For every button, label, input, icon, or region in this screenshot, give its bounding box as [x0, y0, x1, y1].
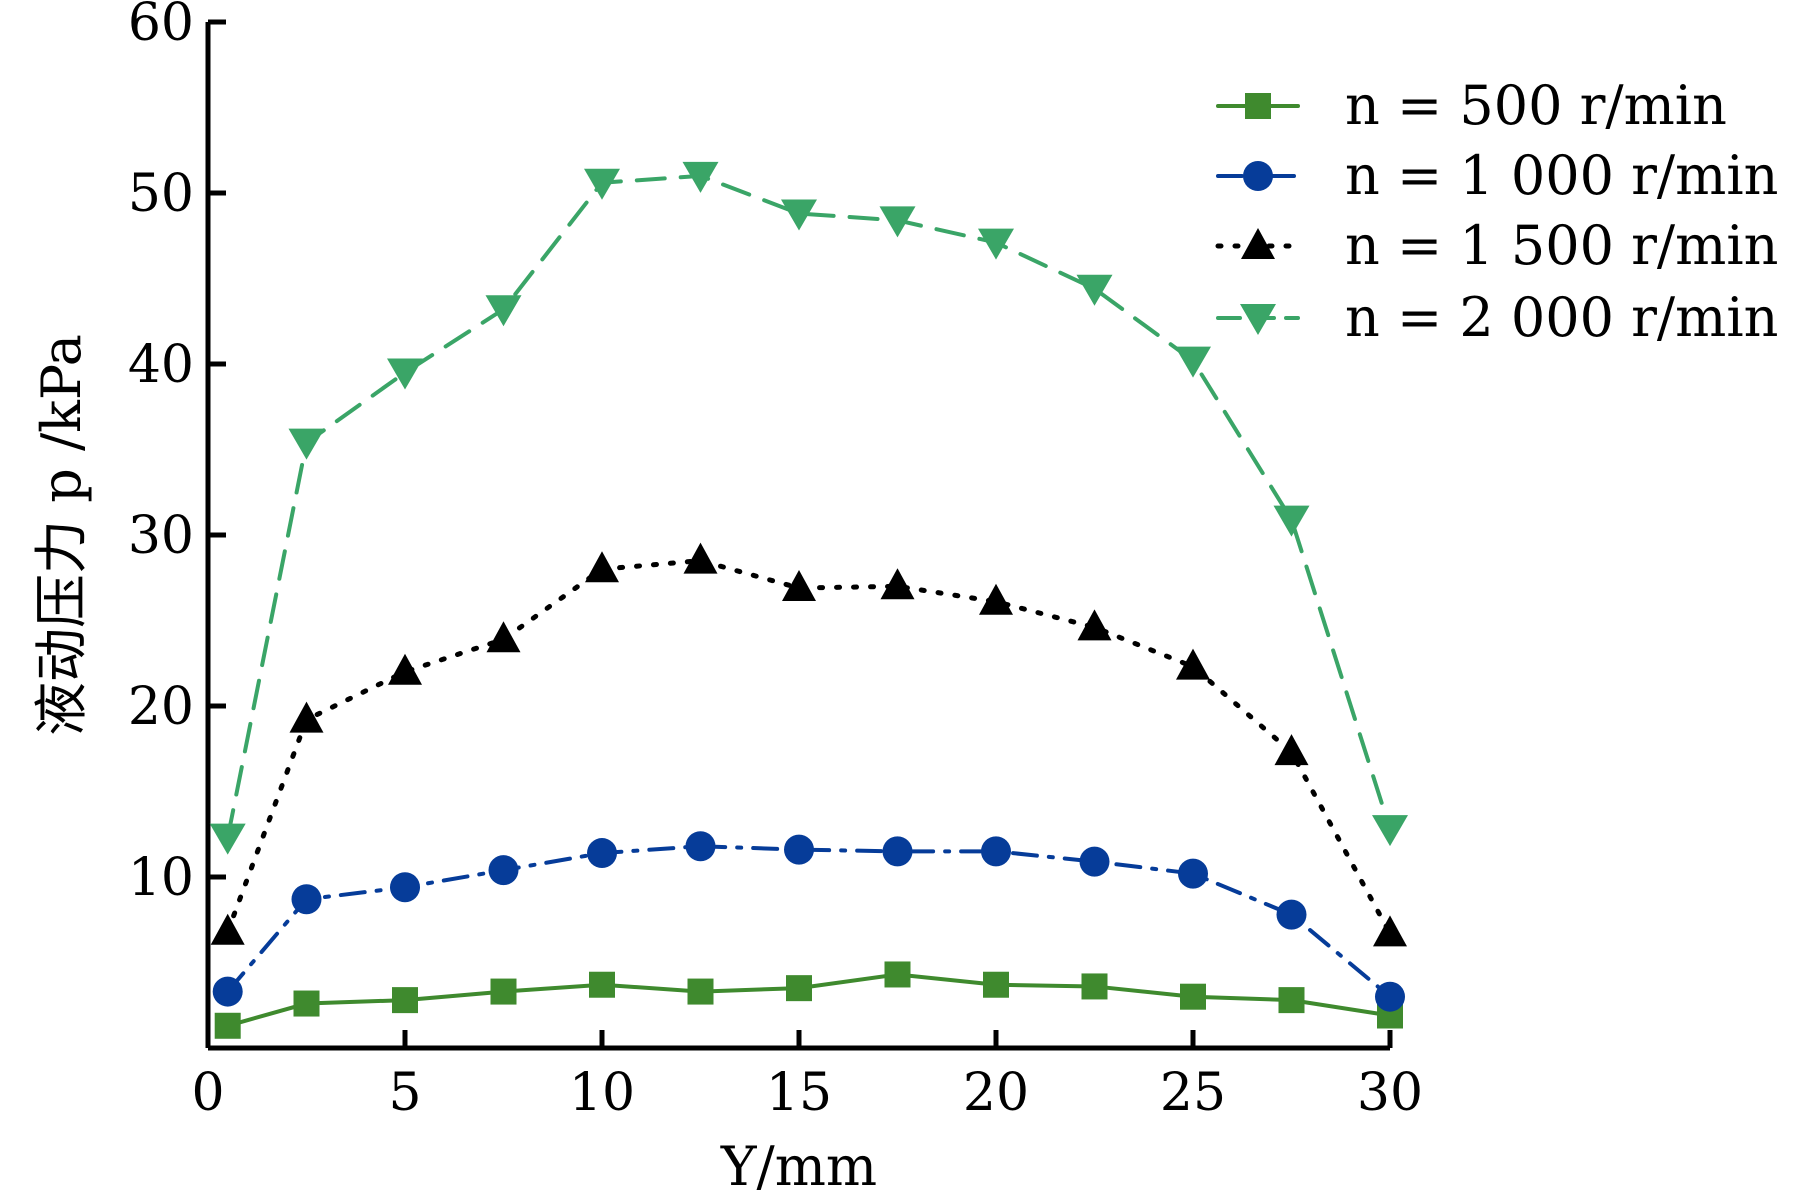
data-point	[1276, 899, 1307, 930]
data-point	[210, 913, 245, 945]
series-line	[225, 173, 1392, 840]
y-tick-label: 20	[128, 677, 194, 737]
data-point	[1180, 983, 1206, 1010]
data-point	[390, 872, 420, 903]
axis-titles: Y/mm 液动压力 p /kPa	[30, 334, 877, 1198]
data-point	[882, 836, 913, 867]
data-point	[981, 836, 1011, 867]
y-tick-label: 40	[128, 335, 194, 395]
data-point	[978, 228, 1014, 260]
legend-item: n = 500 r/min	[1216, 74, 1727, 137]
data-point	[1176, 648, 1210, 680]
data-point	[1178, 858, 1208, 889]
axes: 0 5 10 15 20 25 30 10 20 30 40 50 60	[128, 0, 1423, 1123]
legend: n = 500 r/min n = 1 000 r/min n = 1 500 r/…	[1215, 74, 1778, 349]
data-point	[687, 978, 714, 1005]
series-layer	[209, 161, 1408, 1039]
data-point	[214, 1012, 241, 1039]
legend-marker	[1243, 161, 1273, 191]
data-point	[1375, 981, 1405, 1012]
data-point	[786, 975, 812, 1002]
data-point	[212, 976, 243, 1007]
data-point	[880, 568, 915, 600]
legend-item: n = 1 000 r/min	[1216, 144, 1778, 207]
data-point	[683, 542, 718, 574]
data-point	[1373, 915, 1407, 947]
data-point	[682, 161, 719, 193]
series-line	[225, 844, 1392, 999]
legend-label: n = 1 000 r/min	[1345, 144, 1778, 207]
series-1	[212, 831, 1405, 1012]
data-point	[288, 428, 325, 460]
legend-item: n = 1 500 r/min	[1215, 214, 1778, 277]
data-point	[1079, 846, 1110, 877]
x-tick-label: 0	[191, 1063, 224, 1123]
legend-item: n = 2 000 r/min	[1216, 286, 1778, 349]
data-point	[1273, 505, 1310, 537]
data-point	[587, 838, 617, 869]
data-point	[392, 987, 418, 1014]
legend-marker	[1240, 304, 1276, 335]
series-0	[214, 961, 1403, 1039]
data-point	[585, 551, 619, 583]
data-point	[209, 823, 246, 855]
data-point	[486, 621, 521, 653]
x-tick-label: 10	[569, 1063, 635, 1123]
data-point	[584, 168, 620, 200]
data-point	[879, 206, 916, 238]
legend-marker	[1245, 93, 1271, 119]
legend-label: n = 500 r/min	[1345, 74, 1727, 137]
data-point	[983, 971, 1009, 998]
data-point	[490, 978, 517, 1005]
data-point	[1372, 815, 1408, 847]
data-point	[1077, 609, 1112, 641]
series-3	[209, 161, 1408, 855]
y-axis-label: 液动压力 p /kPa	[30, 334, 93, 736]
y-tick-label: 30	[128, 506, 194, 566]
x-tick-label: 25	[1160, 1063, 1226, 1123]
data-point	[589, 971, 615, 998]
data-point	[1076, 274, 1113, 306]
data-point	[1081, 973, 1108, 1000]
data-point	[1274, 734, 1309, 766]
data-point	[289, 701, 324, 733]
x-tick-label: 30	[1357, 1063, 1423, 1123]
data-point	[979, 583, 1013, 615]
y-tick-label: 10	[128, 848, 194, 908]
data-point	[1175, 346, 1211, 378]
y-tick-label: 50	[128, 164, 194, 224]
x-tick-label: 5	[388, 1063, 421, 1123]
legend-label: n = 1 500 r/min	[1345, 214, 1778, 277]
x-tick-label: 15	[766, 1063, 832, 1123]
data-point	[685, 831, 716, 862]
series-2	[210, 542, 1407, 947]
data-point	[1278, 987, 1305, 1014]
y-tick-label: 60	[128, 0, 194, 53]
data-point	[293, 990, 320, 1017]
legend-marker	[1241, 228, 1275, 259]
data-point	[782, 570, 816, 602]
data-point	[291, 884, 322, 915]
x-tick-label: 20	[963, 1063, 1029, 1123]
data-point	[388, 653, 422, 685]
data-point	[781, 199, 817, 231]
x-axis-label: Y/mm	[720, 1135, 877, 1198]
data-point	[884, 961, 911, 988]
data-point	[485, 295, 522, 327]
data-point	[784, 834, 814, 865]
legend-label: n = 2 000 r/min	[1345, 286, 1778, 349]
data-point	[387, 358, 423, 390]
data-point	[488, 855, 519, 886]
